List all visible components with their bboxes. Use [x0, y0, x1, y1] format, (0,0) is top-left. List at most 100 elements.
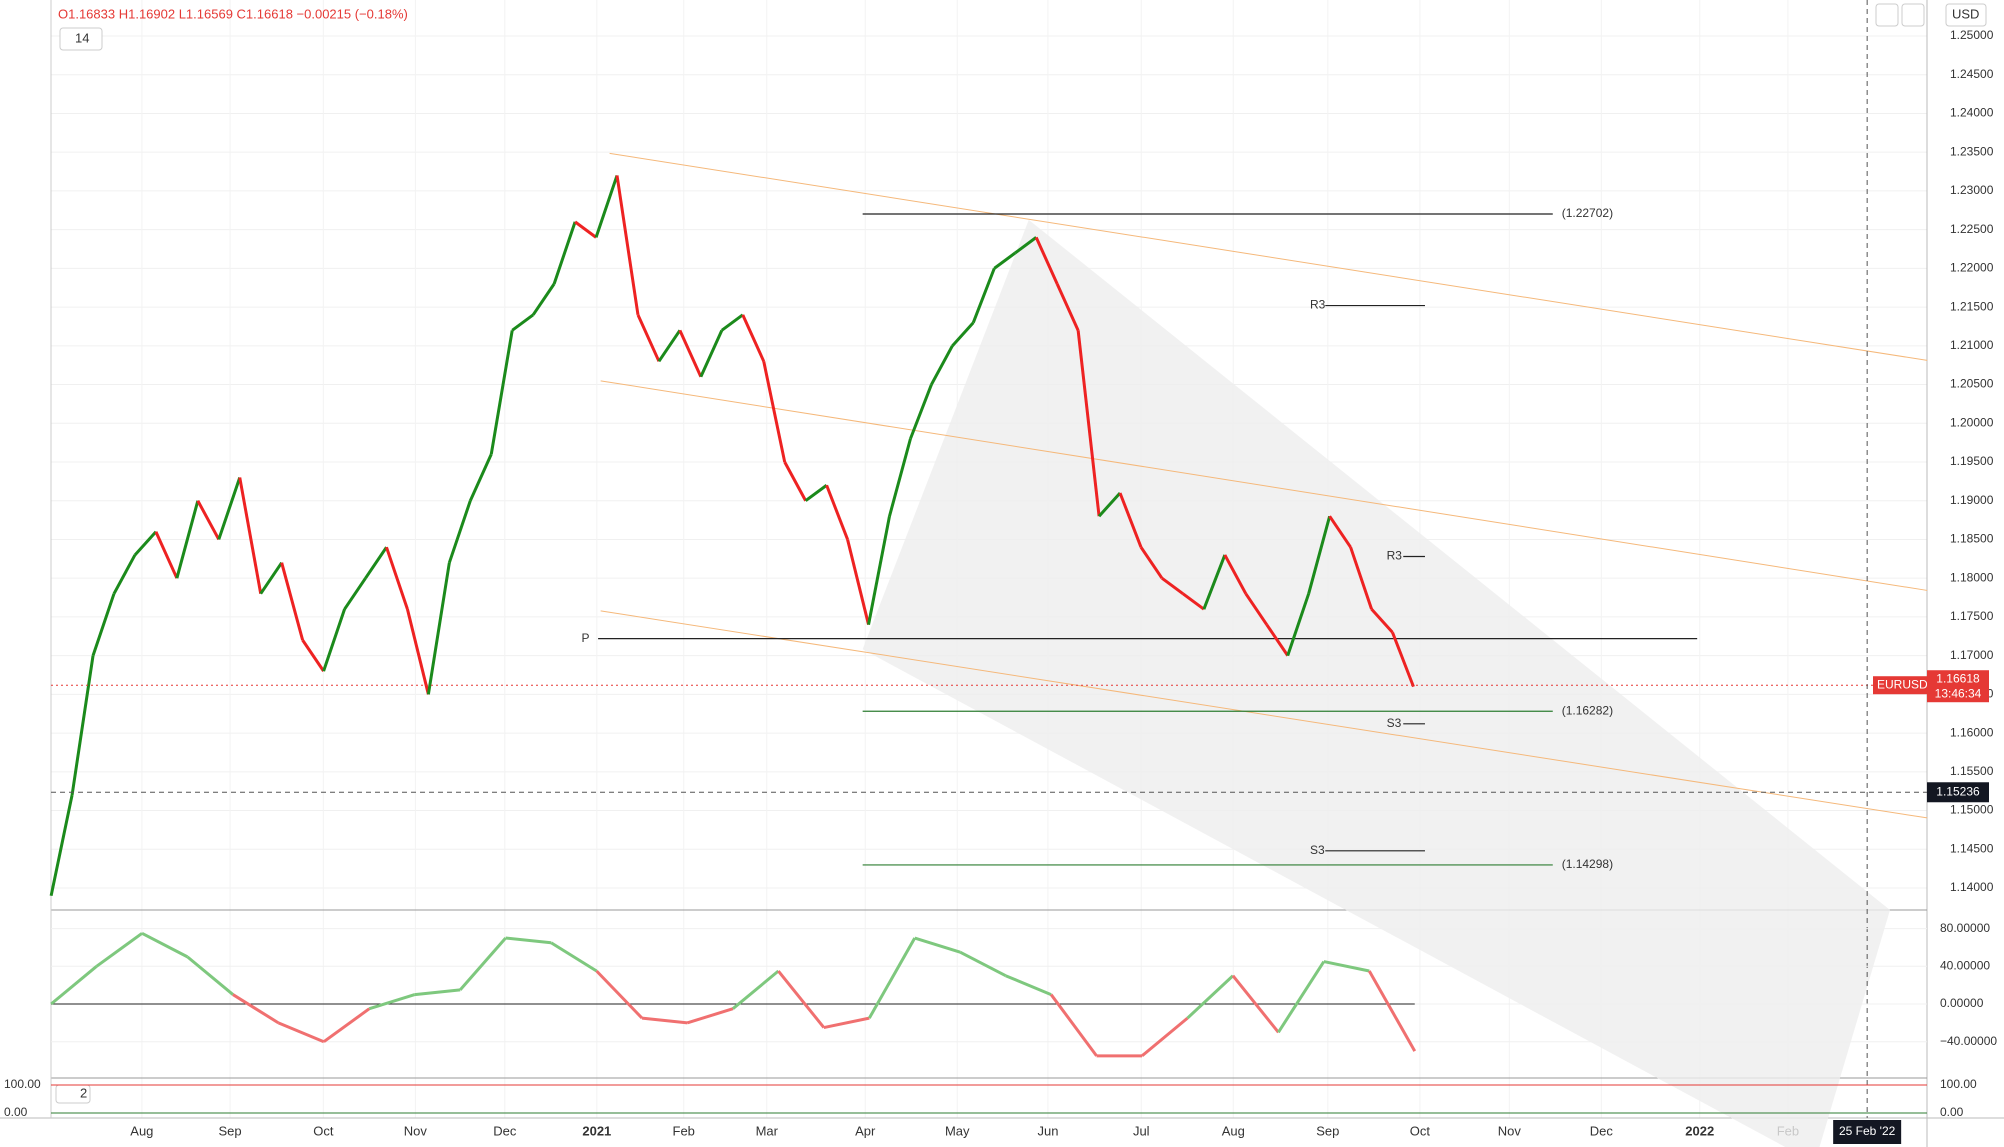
y-tick-label: 1.23500 [1950, 144, 1994, 158]
price-segment [154, 531, 179, 579]
osc-tick-label: −40.00000 [1940, 1034, 1997, 1048]
price-segment [175, 500, 200, 579]
price-segment [49, 794, 74, 897]
ohlc-legend: O1.16833 H1.16902 L1.16569 C1.16618 −0.0… [58, 6, 408, 21]
currency-button[interactable] [1945, 3, 1987, 27]
pane3-tick-label-left: 0.00 [4, 1105, 28, 1119]
price-segment [385, 546, 409, 610]
osc-segment [50, 965, 98, 1006]
x-tick-label: Sep [1316, 1123, 1339, 1138]
level-label: P [581, 631, 589, 645]
price-segment [825, 484, 849, 540]
y-tick-label: 1.25000 [1950, 28, 1994, 42]
osc-tick-label: 80.00000 [1940, 921, 1990, 935]
price-segment [678, 329, 703, 378]
scroll-button[interactable] [1875, 3, 1899, 27]
interval[interactable]: 14 [75, 30, 89, 45]
price-segment [280, 562, 305, 641]
trend-line [600, 610, 1928, 819]
osc-segment [867, 937, 917, 1019]
price-segment [699, 329, 724, 378]
price-segment [1223, 554, 1248, 595]
price-segment [1014, 236, 1038, 255]
trend-line [600, 380, 1928, 591]
pitchfork [862, 219, 1890, 1147]
price-segment [1391, 631, 1415, 688]
trend-line [609, 152, 1928, 361]
price-segment [1349, 546, 1373, 610]
y-tick-label: 1.21500 [1950, 299, 1994, 313]
price-segment [867, 515, 891, 625]
x-tick-label: 2021 [582, 1123, 611, 1138]
price-segment [909, 384, 933, 440]
price-segment [657, 329, 682, 363]
level-label: R3 [1310, 298, 1326, 312]
y-tick-label: 1.15000 [1950, 803, 1994, 817]
price-segment [930, 345, 954, 386]
y-tick-label: 1.17500 [1950, 609, 1994, 623]
price-segment [636, 314, 661, 362]
price-segment [574, 220, 597, 239]
osc-segment [550, 941, 598, 973]
y-tick-label: 1.14000 [1950, 880, 1994, 894]
price-segment [951, 321, 975, 347]
x-tick-label: May [945, 1123, 970, 1138]
fullscreen-button[interactable] [1901, 3, 1925, 27]
price-segment [531, 283, 556, 316]
price-segment [1244, 592, 1268, 626]
price-segment [405, 608, 430, 695]
y-tick-label: 1.17000 [1950, 648, 1994, 662]
osc-segment [1367, 970, 1417, 1052]
osc-segment [595, 969, 644, 1020]
x-tick-label: Dec [493, 1123, 517, 1138]
osc-segment [186, 955, 234, 996]
osc-segment [641, 1016, 688, 1025]
y-tick-label: 1.19500 [1950, 454, 1994, 468]
price-segment [741, 314, 766, 362]
y-tick-label: 1.24500 [1950, 67, 1994, 81]
price-segment [594, 174, 619, 238]
currency[interactable]: USD [1952, 6, 1979, 21]
osc-segment [141, 931, 189, 959]
pane3-length: 2 [80, 1085, 87, 1100]
osc-segment [1186, 974, 1234, 1020]
y-tick-label: 1.20000 [1950, 415, 1994, 429]
y-tick-label: 1.19000 [1950, 493, 1994, 507]
osc-segment [95, 932, 143, 968]
y-tick-label: 1.16000 [1950, 725, 1994, 739]
osc-segment [368, 993, 416, 1011]
price-segment [91, 593, 116, 657]
osc-segment [777, 970, 826, 1029]
price-segment [301, 639, 325, 672]
y-tick-label: 1.24000 [1950, 106, 1994, 120]
crosshair-date: 25 Feb '22 [1839, 1124, 1896, 1138]
y-tick-label: 1.15500 [1950, 764, 1994, 778]
price-segment [1370, 608, 1394, 634]
level-label: S3 [1387, 716, 1402, 730]
price-segment [993, 251, 1017, 270]
y-tick-label: 1.14500 [1950, 841, 1994, 855]
price-segment [1328, 515, 1352, 549]
x-tick-label: Feb [673, 1123, 695, 1138]
price-segment [1307, 515, 1332, 595]
interval-box[interactable] [59, 27, 103, 51]
x-tick-label: Mar [756, 1123, 779, 1138]
price-segment [70, 655, 95, 796]
osc-segment [505, 936, 552, 945]
level-label: (1.14298) [1562, 857, 1613, 871]
pane3-tick-label: 0.00 [1940, 1105, 1964, 1119]
y-tick-label: 1.18000 [1950, 570, 1994, 584]
level-label: (1.22702) [1562, 206, 1613, 220]
price-segment [468, 453, 493, 502]
level-label: (1.16282) [1562, 703, 1613, 717]
y-tick-label: 1.20500 [1950, 377, 1994, 391]
date-tag [1833, 1120, 1902, 1144]
osc-segment [1005, 974, 1052, 996]
price-segment [1161, 576, 1184, 595]
price-segment [259, 561, 283, 595]
price-segment [322, 608, 346, 672]
pane3-tick-label-left: 100.00 [4, 1077, 41, 1091]
y-tick-label: 1.23000 [1950, 183, 1994, 197]
x-tick-label: Jun [1037, 1123, 1058, 1138]
level-label: S3 [1310, 843, 1325, 857]
